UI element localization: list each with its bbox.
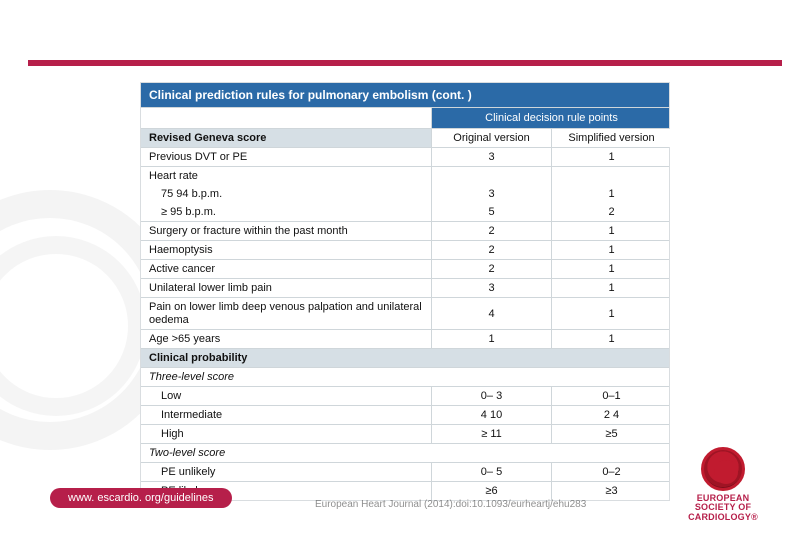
table-row: 75 94 b.p.m.31 (141, 185, 669, 203)
logo-line3: CARDIOLOGY® (658, 513, 788, 522)
col-simplified: Simplified version (551, 129, 671, 147)
accent-bar (28, 60, 782, 66)
heart-icon (701, 447, 745, 491)
table-row: Pain on lower limb deep venous palpation… (141, 298, 669, 330)
table-title-row: Clinical prediction rules for pulmonary … (141, 83, 669, 108)
esc-logo: EUROPEAN SOCIETY OF CARDIOLOGY® (658, 447, 788, 522)
table-title: Clinical prediction rules for pulmonary … (141, 83, 671, 107)
guidelines-link[interactable]: www. escardio. org/guidelines (50, 488, 232, 508)
table-row: Active cancer21 (141, 260, 669, 279)
table-row: Intermediate4 102 4 (141, 406, 669, 425)
table-row: PE unlikely0– 50–2 (141, 463, 669, 482)
table-row: ≥ 95 b.p.m.52 (141, 203, 669, 222)
table-row: Surgery or fracture within the past mont… (141, 222, 669, 241)
citation-text: European Heart Journal (2014):doi:10.109… (315, 499, 586, 510)
table-row: Age >65 years11 (141, 330, 669, 349)
table-row: High≥ 11≥5 (141, 425, 669, 444)
section-geneva: Revised Geneva score Original version Si… (141, 129, 669, 148)
table-row: Low0– 30–1 (141, 387, 669, 406)
prediction-table: Clinical prediction rules for pulmonary … (140, 82, 670, 501)
decision-header-row: Clinical decision rule points (141, 108, 669, 129)
col-original: Original version (431, 129, 551, 147)
table-row: Previous DVT or PE31 (141, 148, 669, 167)
table-row: Heart rate (141, 167, 669, 185)
table-row: Haemoptysis21 (141, 241, 669, 260)
section-probability: Clinical probability (141, 349, 669, 368)
slide: Clinical prediction rules for pulmonary … (0, 0, 810, 540)
three-level-header: Three-level score (141, 368, 669, 387)
two-level-header: Two-level score (141, 444, 669, 463)
decision-header: Clinical decision rule points (431, 108, 671, 128)
table-row: Unilateral lower limb pain31 (141, 279, 669, 298)
